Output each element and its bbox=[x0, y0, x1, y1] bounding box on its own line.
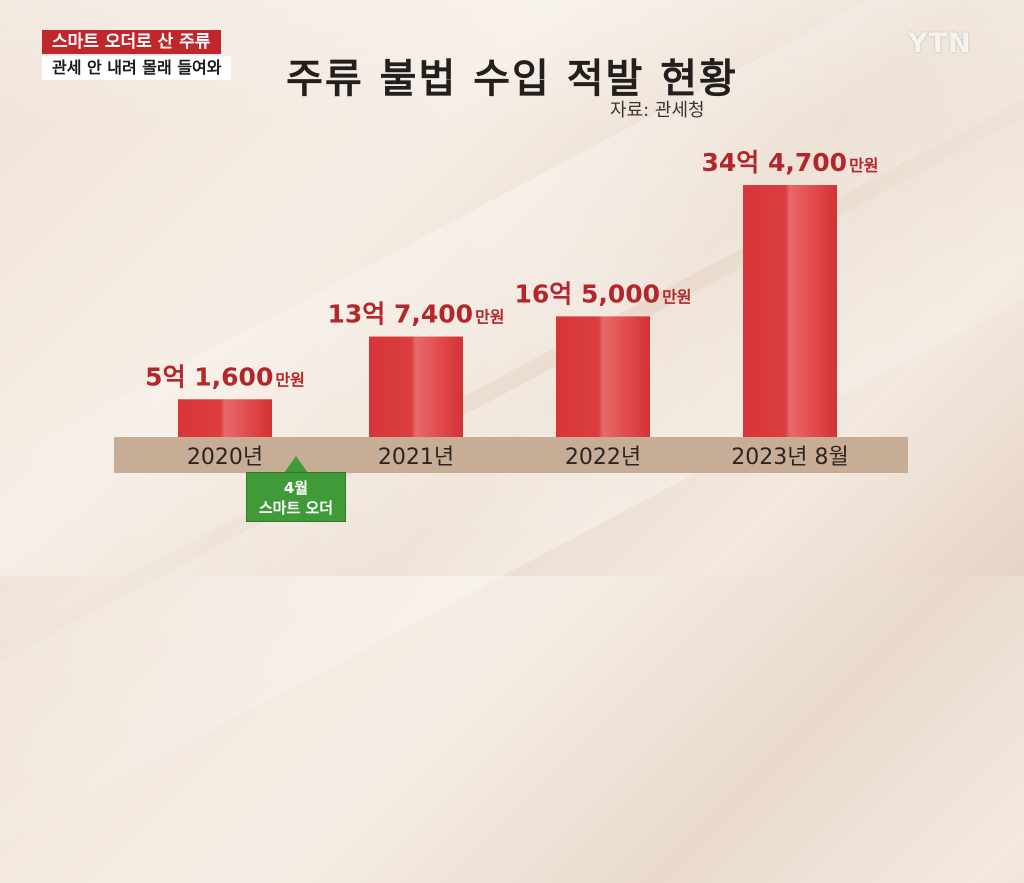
bars-layer bbox=[178, 185, 837, 437]
bar-4 bbox=[743, 185, 837, 437]
tick-labels-layer: 2020년 2021년 2022년 2023년 8월 bbox=[187, 445, 849, 470]
x-tick-label: 2020년 bbox=[187, 445, 263, 470]
bar-chart: 2020년 2021년 2022년 2023년 8월 5억 1,600 만원 13억 7,… bbox=[114, 148, 908, 473]
broadcaster-logo: YTN bbox=[908, 28, 972, 59]
annotation-arrow bbox=[284, 456, 308, 473]
data-label: 13억 7,400 만원 bbox=[327, 300, 504, 329]
x-axis-band bbox=[114, 437, 908, 473]
x-tick-label: 2023년 8월 bbox=[731, 445, 848, 470]
news-caption-headline: 스마트 오더로 산 주류 bbox=[42, 30, 221, 54]
annotation-line2: 스마트 오더 bbox=[258, 499, 334, 517]
annotation-smart-order: 4월 스마트 오더 bbox=[246, 472, 346, 522]
data-label: 34억 4,700 만원 bbox=[701, 148, 878, 177]
bar-2 bbox=[369, 336, 463, 437]
data-label: 5억 1,600 만원 bbox=[145, 362, 305, 391]
chart-title: 주류 불법 수입 적발 현황 bbox=[286, 56, 738, 102]
chart-source: 자료: 관세청 bbox=[610, 100, 705, 121]
bar-3 bbox=[556, 316, 650, 437]
value-labels-layer: 5억 1,600 만원 13억 7,400 만원 16억 5,000 만원 34억 4,70… bbox=[145, 148, 878, 391]
x-tick-label: 2022년 bbox=[565, 445, 641, 470]
x-tick-label: 2021년 bbox=[378, 445, 454, 470]
annotation-line1: 4월 bbox=[283, 479, 309, 497]
news-caption-subline: 관세 안 내려 몰래 들여와 bbox=[42, 56, 232, 80]
bar-1 bbox=[178, 399, 272, 437]
data-label: 16억 5,000 만원 bbox=[514, 279, 691, 308]
